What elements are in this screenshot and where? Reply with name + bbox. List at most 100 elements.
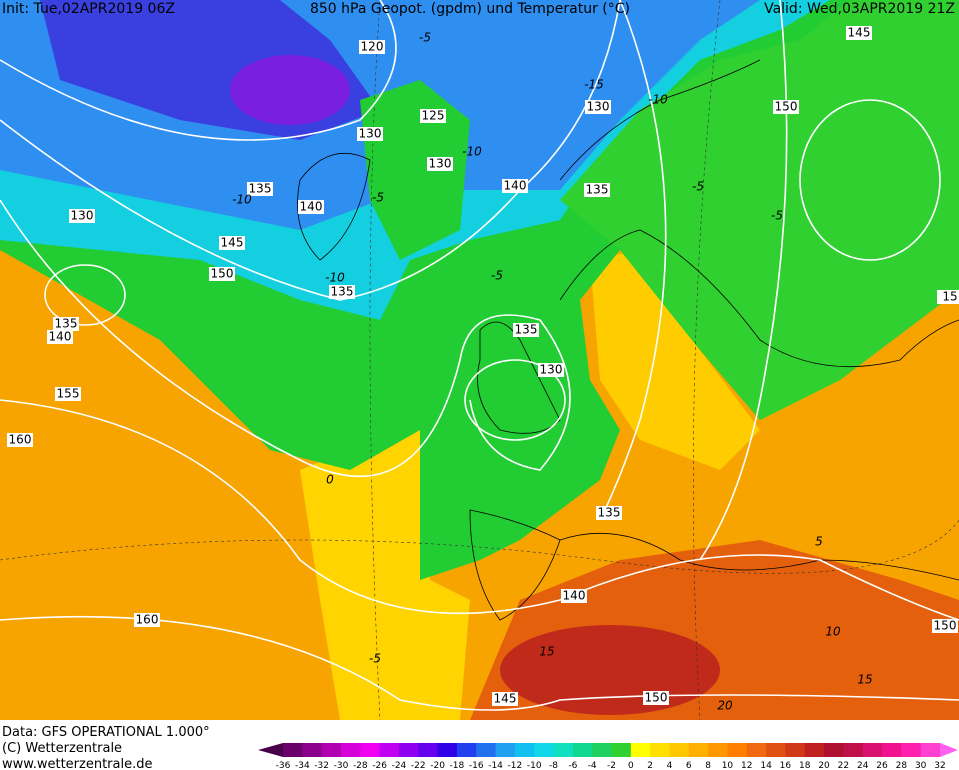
label-box: [427, 157, 453, 171]
colorbar-label: -26: [372, 761, 387, 770]
label-box: [492, 692, 518, 706]
colorbar-box: [321, 743, 342, 757]
contour-line: [0, 0, 397, 141]
colorbar-box: [456, 743, 477, 757]
colorbar-box: [437, 743, 458, 757]
label-box: [846, 26, 872, 40]
height-label: 130: [359, 127, 382, 141]
height-label: 135: [598, 506, 621, 520]
colorbar-label: -22: [411, 761, 426, 770]
data-source: Data: GFS OPERATIONAL 1.000°: [2, 725, 210, 740]
colorbar-box: [669, 743, 690, 757]
warm-area: [300, 420, 470, 720]
height-label: 140: [563, 589, 586, 603]
colorbar-label: -2: [607, 761, 616, 770]
colorbar-box: [398, 743, 419, 757]
temperature-label: 15: [857, 673, 872, 687]
label-box: [584, 183, 610, 197]
colorbar-box: [920, 743, 941, 757]
colorbar-arrow: [258, 743, 283, 757]
temperature-label: -10: [325, 271, 345, 285]
colorbar-box: [708, 743, 728, 757]
contour-line: [0, 0, 621, 301]
colorbar-label: -34: [295, 761, 310, 770]
label-box: [53, 317, 79, 331]
warm-area: [590, 250, 760, 470]
colorbar-label: 12: [741, 761, 752, 770]
height-label: 15: [942, 290, 957, 304]
label-box: [7, 433, 33, 447]
label-box: [596, 506, 622, 520]
temperature-label: -10: [648, 93, 668, 107]
label-box: [134, 613, 160, 627]
height-label: 145: [848, 26, 871, 40]
colorbar-box: [766, 743, 786, 757]
height-label: 150: [934, 619, 957, 633]
colorbar-box: [534, 743, 555, 757]
temperature-label: -5: [692, 180, 704, 194]
colorbar-label: -36: [276, 761, 291, 770]
colorbar-box: [340, 743, 361, 757]
colorbar-box: [514, 743, 535, 757]
colorbar-label: 10: [722, 761, 734, 770]
height-label: 150: [211, 267, 234, 281]
colorbar-box: [611, 743, 632, 757]
label-box: [359, 40, 385, 54]
colorbar-label: -16: [469, 761, 484, 770]
grid-line: [693, 0, 721, 721]
colorbar-box: [283, 743, 303, 757]
colorbar-label: 2: [647, 761, 653, 770]
colorbar-box: [476, 743, 497, 757]
label-box: [357, 127, 383, 141]
colorbar-box: [360, 743, 381, 757]
colorbar-label: -28: [353, 761, 368, 770]
height-label: 135: [331, 285, 354, 299]
temperature-label: 15: [539, 645, 554, 659]
colorbar-label: 4: [667, 761, 673, 770]
colorbar-box: [843, 743, 864, 757]
colorbar-label: -30: [334, 761, 349, 770]
colorbar-label: -18: [450, 761, 465, 770]
height-label: 135: [55, 317, 78, 331]
label-box: [561, 589, 587, 603]
colorbar-label: -6: [568, 761, 577, 770]
contour-line: [44, 264, 126, 326]
colorbar-box: [882, 743, 902, 757]
height-label: 160: [9, 433, 32, 447]
coastline: [559, 532, 959, 581]
height-label: 130: [429, 157, 452, 171]
colorbar-box: [785, 743, 806, 757]
map-title: 850 hPa Geopot. (gpdm) und Temperatur (°…: [310, 1, 630, 17]
coastline: [477, 321, 561, 434]
very-cold-area: [230, 55, 350, 125]
height-label: 125: [422, 109, 445, 123]
height-label: 145: [494, 692, 517, 706]
colorbar-box: [746, 743, 767, 757]
website: www.wetterzentrale.de: [2, 757, 152, 770]
temperature-label: -5: [771, 209, 783, 223]
label-box: [209, 267, 235, 281]
colorbar-label: 30: [915, 761, 927, 770]
label-box: [538, 363, 564, 377]
colorbar-box: [862, 743, 883, 757]
colorbar-label: 24: [857, 761, 869, 770]
temperature-label: -5: [419, 31, 431, 45]
colorbar-label: 0: [628, 761, 634, 770]
temperature-label: 10: [825, 625, 841, 639]
colorbar-box: [592, 743, 612, 757]
colorbar-box: [824, 743, 844, 757]
init-time: Init: Tue,02APR2019 06Z: [2, 1, 175, 17]
label-box: [47, 330, 73, 344]
colorbar-arrow: [940, 743, 958, 757]
cool-area: [360, 80, 470, 260]
colorbar-label: -10: [527, 761, 542, 770]
temperature-label: 5: [815, 535, 823, 549]
label-box: [55, 387, 81, 401]
colorbar-box: [302, 743, 323, 757]
height-label: 150: [645, 691, 668, 705]
coastline: [469, 509, 561, 621]
temperature-label: 20: [717, 699, 733, 713]
temperature-label: -5: [369, 652, 381, 666]
colorbar-label: -4: [588, 761, 597, 770]
colorbar-label: 20: [818, 761, 830, 770]
